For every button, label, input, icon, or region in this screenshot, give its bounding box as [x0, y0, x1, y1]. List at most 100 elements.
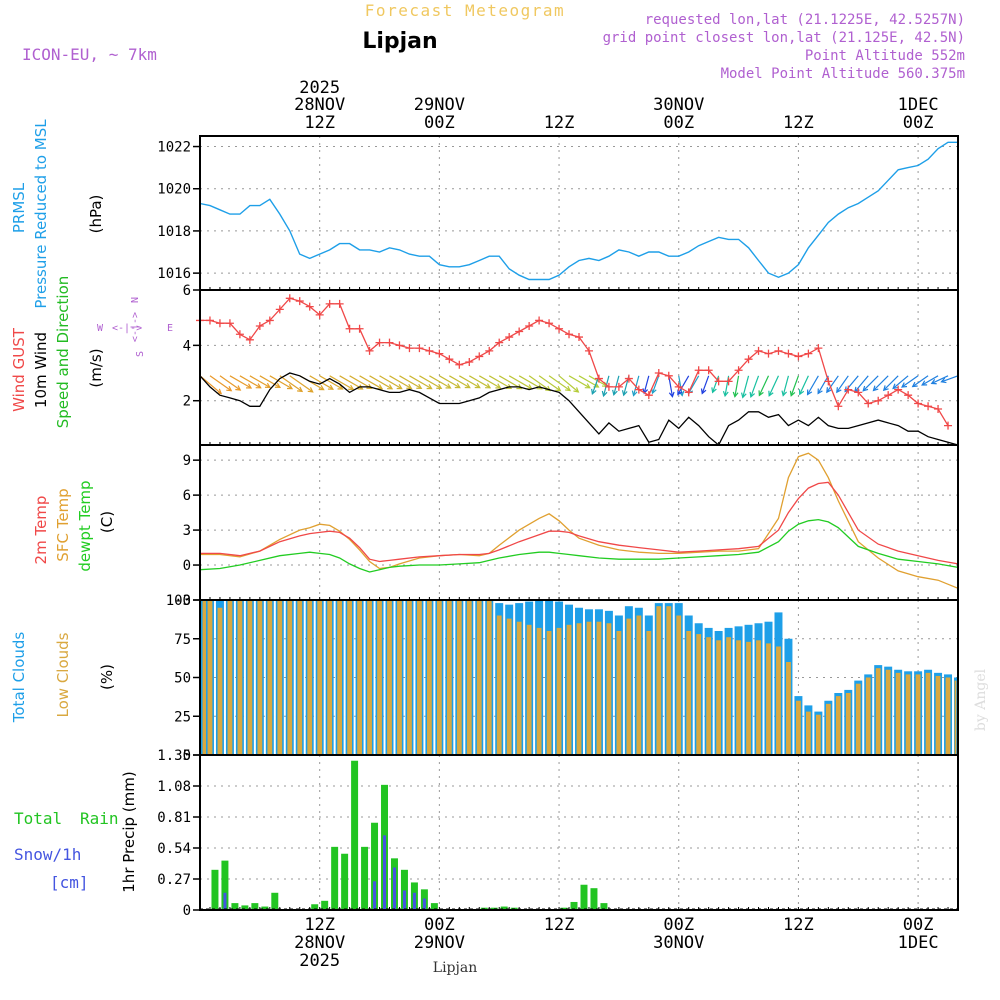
wind-gust-line: [200, 297, 949, 426]
low-cloud-bar: [267, 600, 273, 755]
low-cloud-bar: [806, 711, 811, 755]
top-axis-hour: 00Z: [663, 113, 694, 133]
bottom-axis-hour: 00Z: [903, 915, 934, 935]
low-cloud-bar: [506, 618, 512, 755]
wind-arrow-head: [264, 382, 272, 389]
wind-arrow: [209, 375, 232, 392]
wind-arrow-head: [798, 389, 805, 396]
snow-bar: [422, 898, 426, 910]
wind-arrow-head: [235, 385, 242, 391]
low-cloud-bar: [307, 600, 313, 755]
wind-arrow: [249, 375, 271, 388]
rain-bar: [570, 901, 578, 910]
low-cloud-bar: [516, 621, 522, 755]
rain-bar: [311, 904, 319, 910]
rain-bar: [341, 853, 349, 910]
low-cloud-bar: [905, 674, 911, 755]
wind-arrow: [844, 375, 859, 392]
gust-marker: [205, 316, 214, 325]
wind-arrow-head: [901, 382, 908, 388]
low-cloud-bar: [845, 693, 851, 755]
gust-marker: [774, 346, 783, 355]
wind-arrow: [750, 375, 760, 398]
gust-marker: [425, 346, 434, 355]
wind-arrow: [677, 375, 690, 395]
gust-marker: [854, 388, 863, 397]
gust-marker: [305, 302, 314, 311]
y-tick-label: 0: [183, 558, 191, 574]
low-cloud-bar: [327, 600, 333, 755]
wind-arrow-head: [318, 385, 325, 391]
low-cloud-bar: [616, 631, 622, 755]
low-cloud-bar: [756, 640, 761, 755]
wind-arrow-head: [700, 388, 707, 395]
wind-arrow-head: [366, 383, 373, 390]
snow-bar: [402, 890, 406, 910]
rain-bar: [261, 906, 269, 910]
dewpt-line: [199, 518, 959, 573]
compass-s: S: [135, 351, 146, 357]
y-tick-label: 0.54: [157, 841, 191, 857]
low-cloud-bar: [387, 600, 392, 755]
low-cloud-bar: [606, 623, 612, 755]
snow-bar: [223, 892, 227, 910]
wind-arrow-head: [495, 383, 502, 389]
y-tick-label: -3: [174, 593, 191, 609]
wind-arrow: [259, 375, 281, 388]
low-cloud-bar: [875, 668, 881, 755]
gust-marker: [365, 346, 374, 355]
wind-arrow: [854, 375, 869, 393]
low-cloud-bar: [476, 600, 482, 755]
bottom-axis-date: 30NOV: [653, 933, 704, 953]
low-cloud-bar: [776, 646, 781, 755]
wind-arrow: [873, 375, 889, 391]
rain-bar: [600, 903, 608, 910]
low-cloud-bar: [925, 672, 931, 755]
wind-arrow: [389, 375, 412, 389]
top-axis-date: 30NOV: [653, 95, 704, 115]
wind-arrow: [758, 375, 770, 396]
low-cloud-bar: [895, 672, 901, 755]
wind-arrow-head: [327, 384, 335, 390]
location-title: Lipjan: [362, 29, 437, 54]
wind-arrow: [449, 375, 471, 389]
wind-arrow: [931, 375, 949, 384]
wind-arrow: [712, 375, 720, 393]
top-axis-hour: 00Z: [903, 113, 934, 133]
top-axis-hour: 12Z: [304, 113, 335, 133]
rain-bar: [400, 869, 408, 910]
rain-bar: [371, 822, 379, 910]
rain-bar: [560, 907, 568, 910]
gust-marker: [235, 330, 244, 339]
wind-arrow-head: [255, 383, 262, 389]
wind-arrow-head: [286, 384, 294, 390]
rain-bar: [351, 760, 359, 910]
gust-marker: [944, 421, 953, 430]
gust-marker: [415, 344, 424, 353]
gust-marker: [874, 396, 883, 405]
wind-arrow: [399, 375, 422, 389]
rain-bar: [251, 903, 259, 910]
wind-panel: 2 4 6 Wind GUST 10m Wind Speed and Direction (…: [10, 276, 959, 447]
wind-arrow-head: [246, 383, 253, 389]
pressure-msl-label: Pressure Reduced to MSL: [32, 119, 50, 309]
wind-arrow: [602, 375, 610, 397]
wind-arrow-head: [426, 384, 433, 390]
gust-marker: [934, 405, 943, 414]
gust-marker: [654, 369, 663, 378]
rain-bar: [211, 869, 219, 910]
dewpt-temp-label: dewpt Temp: [76, 480, 94, 571]
low-cloud-bar: [865, 677, 871, 755]
low-cloud-bar: [646, 631, 652, 755]
low-cloud-bar: [347, 600, 352, 755]
compass-v-arrow: <-|->: [130, 312, 141, 342]
wind-arrow: [219, 375, 241, 391]
low-cloud-bar: [207, 600, 213, 755]
rain-bar: [231, 903, 239, 910]
wind-arrow: [742, 375, 750, 398]
point-altitude: Point Altitude 552m: [805, 48, 965, 64]
wind-arrow: [632, 375, 640, 396]
wind-arrow: [558, 375, 579, 393]
rain-bar: [580, 884, 588, 910]
